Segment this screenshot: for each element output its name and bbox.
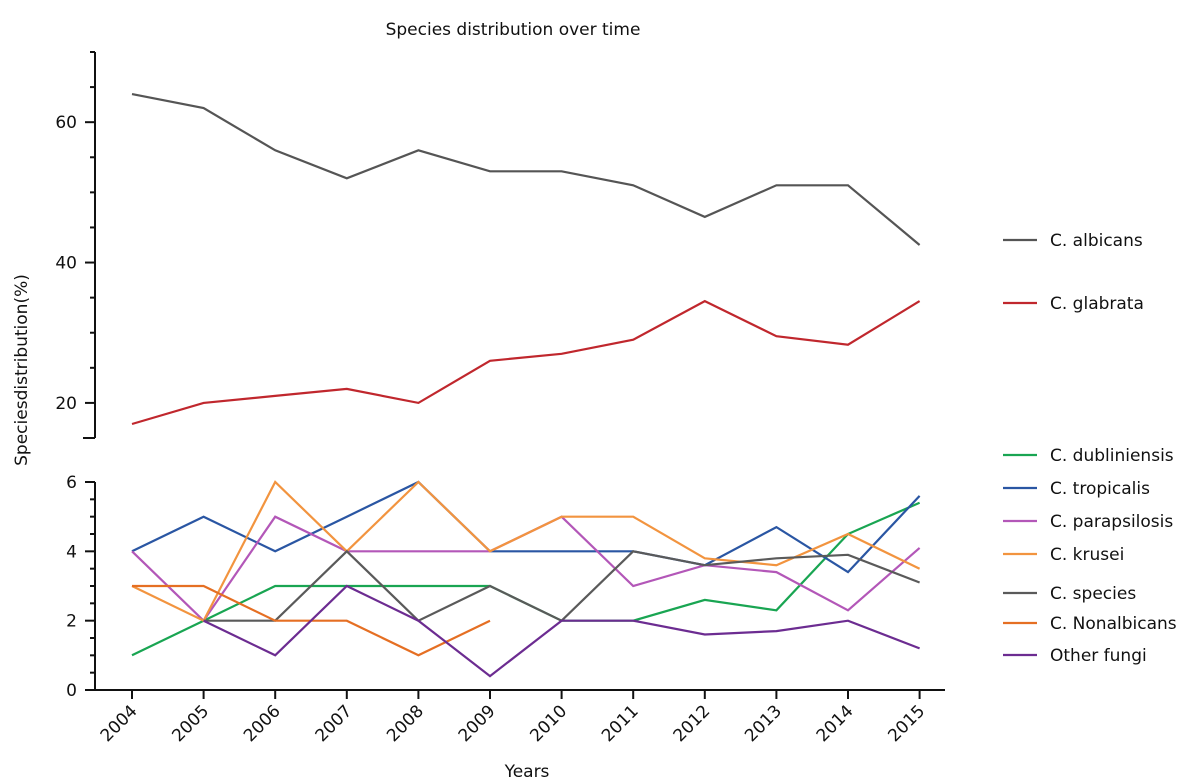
legend-label-c-parapsilosis: C. parapsilosis bbox=[1050, 512, 1173, 532]
series-line-c-albicans bbox=[131, 93, 921, 246]
x-tick-label: 2014 bbox=[813, 701, 858, 746]
y-tick-label-upper: 40 bbox=[55, 254, 77, 274]
legend-label-c-glabrata: C. glabrata bbox=[1050, 294, 1144, 314]
y-tick-label-upper: 20 bbox=[55, 394, 77, 414]
series-line-other-fungi bbox=[203, 584, 920, 678]
legend: C. albicans C. glabrata C. dubliniensis C. … bbox=[1003, 231, 1177, 666]
y-tick-label-lower: 6 bbox=[66, 473, 77, 493]
x-tick-label: 2009 bbox=[455, 701, 500, 746]
chart-title: Species distribution over time bbox=[386, 20, 641, 40]
x-tick-label: 2006 bbox=[240, 701, 285, 746]
series-line-c-dubliniensis bbox=[131, 501, 921, 657]
y-tick-label-lower: 2 bbox=[66, 612, 77, 632]
x-tick-label: 2012 bbox=[670, 701, 715, 746]
x-tick-label: 2010 bbox=[526, 701, 571, 746]
legend-label-c-tropicalis: C. tropicalis bbox=[1050, 479, 1150, 499]
x-tick-label: 2007 bbox=[312, 701, 357, 746]
y-tick-label-lower: 4 bbox=[66, 542, 77, 562]
series-line-c-species bbox=[203, 549, 920, 623]
y-tick-label-lower: 0 bbox=[66, 681, 77, 701]
legend-label-other-fungi: Other fungi bbox=[1050, 646, 1147, 666]
axes: 20 40 60 0 2 4 6 2004 2005 2006 2007 2008 2009 2010 20… bbox=[55, 51, 945, 746]
legend-label-c-nonalbicans: C. Nonalbicans bbox=[1050, 614, 1177, 634]
legend-label-c-albicans: C. albicans bbox=[1050, 231, 1143, 251]
x-tick-label: 2015 bbox=[884, 701, 929, 746]
x-tick-label: 2013 bbox=[741, 701, 786, 746]
legend-label-c-species: C. species bbox=[1050, 584, 1136, 604]
x-tick-label: 2005 bbox=[168, 701, 213, 746]
series-lines bbox=[131, 93, 921, 678]
x-axis-title: Years bbox=[504, 762, 550, 782]
y-tick-label-upper: 60 bbox=[55, 113, 77, 133]
series-line-c-krusei bbox=[131, 480, 921, 623]
legend-label-c-krusei: C. krusei bbox=[1050, 545, 1124, 565]
series-line-c-tropicalis bbox=[131, 480, 921, 574]
x-tick-label: 2011 bbox=[598, 701, 643, 746]
series-line-c-glabrata bbox=[131, 299, 921, 426]
x-tick-label: 2008 bbox=[383, 701, 428, 746]
x-tick-label: 2004 bbox=[97, 701, 142, 746]
y-axis-title: Speciesdistribution(%) bbox=[12, 274, 32, 466]
legend-label-c-dubliniensis: C. dubliniensis bbox=[1050, 446, 1174, 466]
